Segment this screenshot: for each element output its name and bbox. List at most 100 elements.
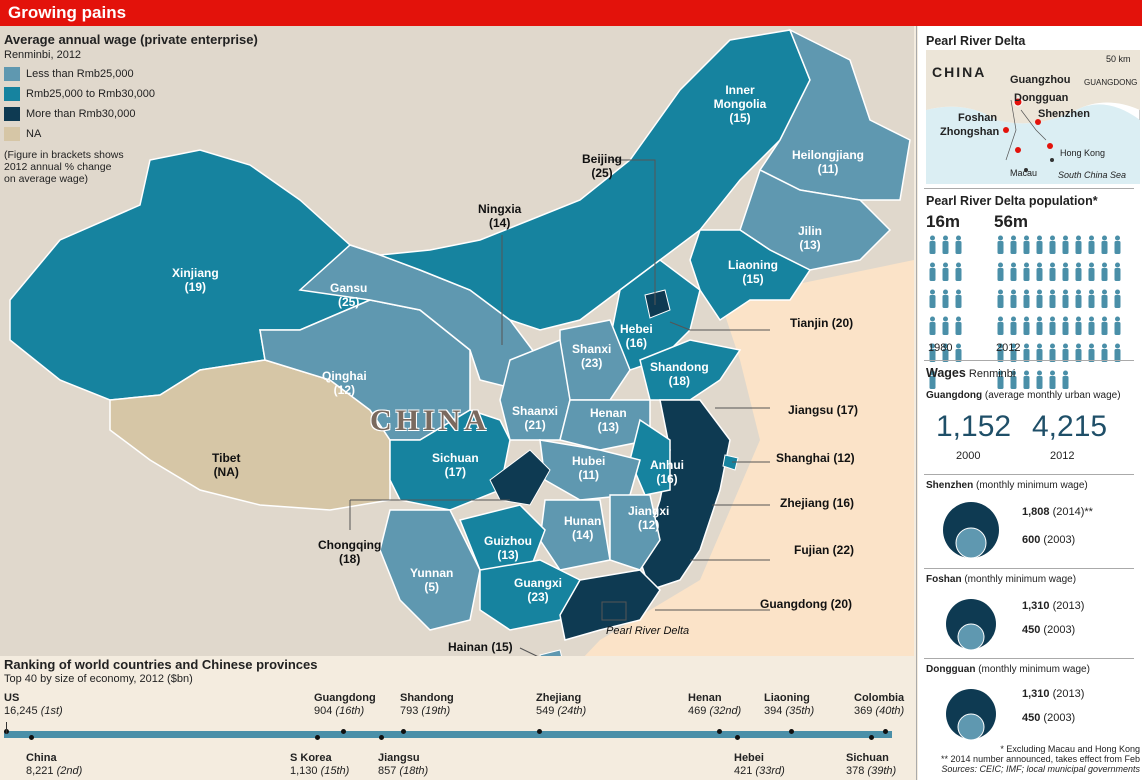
province-label: Guizhou (13) [484, 534, 532, 562]
legend-item: NA [4, 127, 264, 141]
person-icon [1023, 370, 1030, 389]
rank-value: 394 [764, 705, 783, 717]
callout-ningxia: Ningxia (14) [478, 202, 521, 230]
wage-low-year: (2003) [1043, 624, 1076, 636]
year-2012: 2012 [996, 342, 1021, 354]
rank-item: US 16,245 (1st) [4, 692, 63, 718]
person-icon [1062, 370, 1069, 389]
person-icon [997, 343, 1004, 362]
province-value: (5) [424, 580, 439, 594]
province-label: Inner Mongolia (15) [700, 83, 780, 125]
person-icon [1101, 289, 1108, 308]
population-title: Pearl River Delta population* [926, 194, 1098, 208]
legend-label: NA [26, 128, 42, 140]
divider [924, 474, 1134, 475]
rank-value: 793 [400, 705, 419, 717]
province-value: (23) [527, 590, 549, 604]
rank-name: US [4, 692, 20, 704]
rank-value: 1,130 [290, 765, 318, 777]
rank-value: 8,221 [26, 765, 54, 777]
province-name: Yunnan [410, 566, 454, 580]
province-value: (13) [799, 238, 821, 252]
person-icon [1010, 343, 1017, 362]
wage-high: 1,310 [1022, 688, 1050, 700]
divider [924, 568, 1134, 569]
city-name: Dongguan [926, 664, 976, 675]
china-map [0, 26, 914, 682]
province-label: Henan (13) [590, 406, 627, 434]
province-name: Guizhou [484, 534, 532, 548]
callout-chongqing: Chongqing (18) [318, 538, 381, 566]
region-yunnan [379, 509, 481, 631]
region-beijing [644, 289, 671, 319]
population-1980: 16m [926, 212, 961, 231]
callout-value: (18) [338, 552, 361, 566]
person-icon [929, 370, 936, 389]
legend-label: Rmb25,000 to Rmb30,000 [26, 88, 156, 100]
region-guangxi [479, 559, 582, 631]
rank-value: 378 [846, 765, 865, 777]
province-name: Shanxi [572, 342, 612, 356]
rank-name: Jiangsu [378, 752, 420, 764]
person-icon [955, 235, 962, 254]
province-name: Tibet [212, 451, 241, 465]
rank-position: (32nd) [709, 705, 742, 717]
person-icon [1062, 235, 1069, 254]
population-icons-1980 [926, 234, 972, 396]
person-icon [955, 262, 962, 281]
province-name: Qinghai [322, 369, 367, 383]
person-icon [1023, 235, 1030, 254]
province-label: Jilin (13) [798, 224, 822, 252]
callout-zhejiang: Zhejiang (16) [780, 496, 855, 510]
rank-position: (40th) [875, 705, 905, 717]
rank-name: Liaoning [764, 692, 810, 704]
province-label: Tibet (NA) [212, 451, 240, 479]
province-label: Yunnan (5) [410, 566, 453, 594]
rank-name: S Korea [290, 752, 332, 764]
shenzhen-circles [943, 502, 999, 559]
person-icon [1088, 235, 1095, 254]
callout-prd: Pearl River Delta [606, 625, 690, 637]
province-label: Hubei (11) [572, 454, 605, 482]
province-label: Sichuan (17) [432, 451, 479, 479]
chart-title: Growing pains [8, 3, 127, 22]
map-area: Average annual wage (private enterprise)… [0, 26, 914, 682]
rank-dot [341, 729, 346, 734]
person-icon [1036, 262, 1043, 281]
province-name: Shaanxi [512, 404, 559, 418]
rank-item: Henan 469 (32nd) [688, 692, 741, 718]
person-icon [942, 343, 949, 362]
city-desc: (monthly minimum wage) [978, 664, 1090, 675]
rank-dot [379, 735, 384, 740]
person-icon [955, 316, 962, 335]
wage-2012: 4,215 [1032, 410, 1108, 443]
legend-item: Less than Rmb25,000 [4, 67, 264, 81]
rank-value: 904 [314, 705, 333, 717]
province-value: (13) [497, 548, 519, 562]
population-2012: 56m [994, 212, 1029, 231]
guangdong-label: Guangdong [926, 390, 983, 401]
person-icon [1049, 262, 1056, 281]
inset-city: Guangzhou [1010, 74, 1071, 86]
rank-item: Jiangsu 857 (18th) [378, 752, 428, 778]
province-name: Gansu [330, 281, 368, 295]
province-value: (19) [184, 280, 206, 294]
callout-name: Ningxia [478, 202, 522, 216]
person-icon [1114, 289, 1121, 308]
province-label: Shanxi (23) [572, 342, 611, 370]
person-icon [942, 262, 949, 281]
person-icon [1075, 262, 1082, 281]
legend: Average annual wage (private enterprise)… [4, 32, 264, 185]
inset-scale: 50 km [1106, 54, 1131, 64]
province-value: (11) [817, 162, 839, 176]
region-shanghai [722, 454, 739, 471]
person-icon [1010, 316, 1017, 335]
inset-city: Zhongshan [940, 126, 1000, 138]
population-icons-2012 [994, 234, 1134, 396]
province-value: (11) [578, 468, 600, 482]
province-value: (23) [581, 356, 603, 370]
legend-note: (Figure in brackets shows 2012 annual % … [4, 149, 264, 185]
rank-dot [717, 729, 722, 734]
callout-name: Beijing [582, 152, 623, 166]
person-icon [997, 289, 1004, 308]
